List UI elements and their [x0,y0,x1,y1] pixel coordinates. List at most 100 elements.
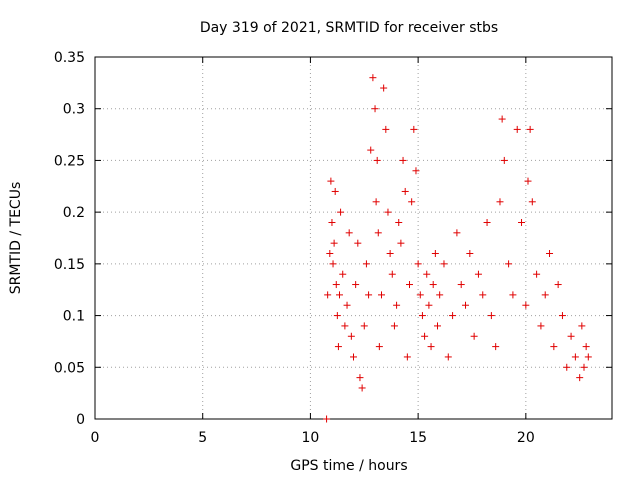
data-point [356,374,364,382]
data-point [390,322,398,330]
data-point [382,125,390,133]
data-point [374,229,382,237]
data-point [528,198,536,206]
data-point [360,322,368,330]
data-point [410,125,418,133]
data-point [444,353,452,361]
data-point [483,218,491,226]
data-point [384,208,392,216]
data-point [537,322,545,330]
data-point [498,115,506,123]
data-point [388,270,396,278]
data-point [513,125,521,133]
x-tick-label: 5 [198,430,207,446]
y-tick-label: 0.15 [54,257,85,273]
data-point [395,218,403,226]
x-tick-label: 0 [91,430,100,446]
data-point [328,218,336,226]
data-point [345,229,353,237]
data-point [558,312,566,320]
data-point [335,291,343,299]
data-point [474,270,482,278]
data-point [457,281,465,289]
data-point [372,198,380,206]
data-point [337,208,345,216]
data-point [423,270,431,278]
data-point [524,177,532,185]
data-point [576,374,584,382]
data-point [500,156,508,164]
data-point [492,343,500,351]
x-tick-label: 10 [302,430,320,446]
data-point [371,105,379,113]
data-point [341,322,349,330]
data-point [333,312,341,320]
data-point [412,167,420,175]
data-point [362,260,370,268]
data-point [584,353,592,361]
data-point [354,239,362,247]
data-point [330,239,338,247]
data-point [352,281,360,289]
data-point [397,239,405,247]
data-point [331,187,339,195]
data-point [339,270,347,278]
data-point [550,343,558,351]
data-point [343,301,351,309]
data-point [546,250,554,258]
data-point [453,229,461,237]
data-point [434,322,442,330]
data-point [378,291,386,299]
y-tick-label: 0.1 [63,309,85,325]
data-point [421,332,429,340]
data-point [416,291,424,299]
data-point [369,74,377,82]
data-point [505,260,513,268]
grid [95,57,612,419]
data-point [323,415,331,423]
data-point [401,187,409,195]
plot-frame [94,56,613,420]
data-point [334,343,342,351]
data-point [406,281,414,289]
data-point [380,84,388,92]
data-point [541,291,549,299]
data-point [399,156,407,164]
data-point [386,250,394,258]
data-point [449,312,457,320]
data-point [580,363,588,371]
y-tick-label: 0.05 [54,360,85,376]
data-point [466,250,474,258]
data-point [518,218,526,226]
x-axis-label: GPS time / hours [290,458,407,474]
data-point [418,312,426,320]
data-point [479,291,487,299]
data-point [496,198,504,206]
data-point [582,343,590,351]
y-tick-label: 0.25 [54,153,85,169]
x-tick-labels: 0 5 10 15 20 [91,430,535,446]
y-tick-label: 0.35 [54,50,85,66]
data-point [522,301,530,309]
data-point [329,260,337,268]
data-point [373,156,381,164]
data-point [533,270,541,278]
data-point [324,291,332,299]
data-point [326,250,334,258]
data-point [567,332,575,340]
data-point [350,353,357,361]
data-point [347,332,355,340]
y-tick-labels: 0 0.05 0.1 0.15 0.2 0.25 0.3 0.35 [54,50,85,428]
data-point [436,291,444,299]
x-tick-label: 20 [517,430,535,446]
y-tick-label: 0.2 [63,205,85,221]
data-point [393,301,401,309]
data-point [462,301,470,309]
y-axis-label: SRMTID / TECUs [8,182,24,295]
data-point [425,301,433,309]
data-point [427,343,435,351]
data-point [375,343,383,351]
data-point [332,281,340,289]
